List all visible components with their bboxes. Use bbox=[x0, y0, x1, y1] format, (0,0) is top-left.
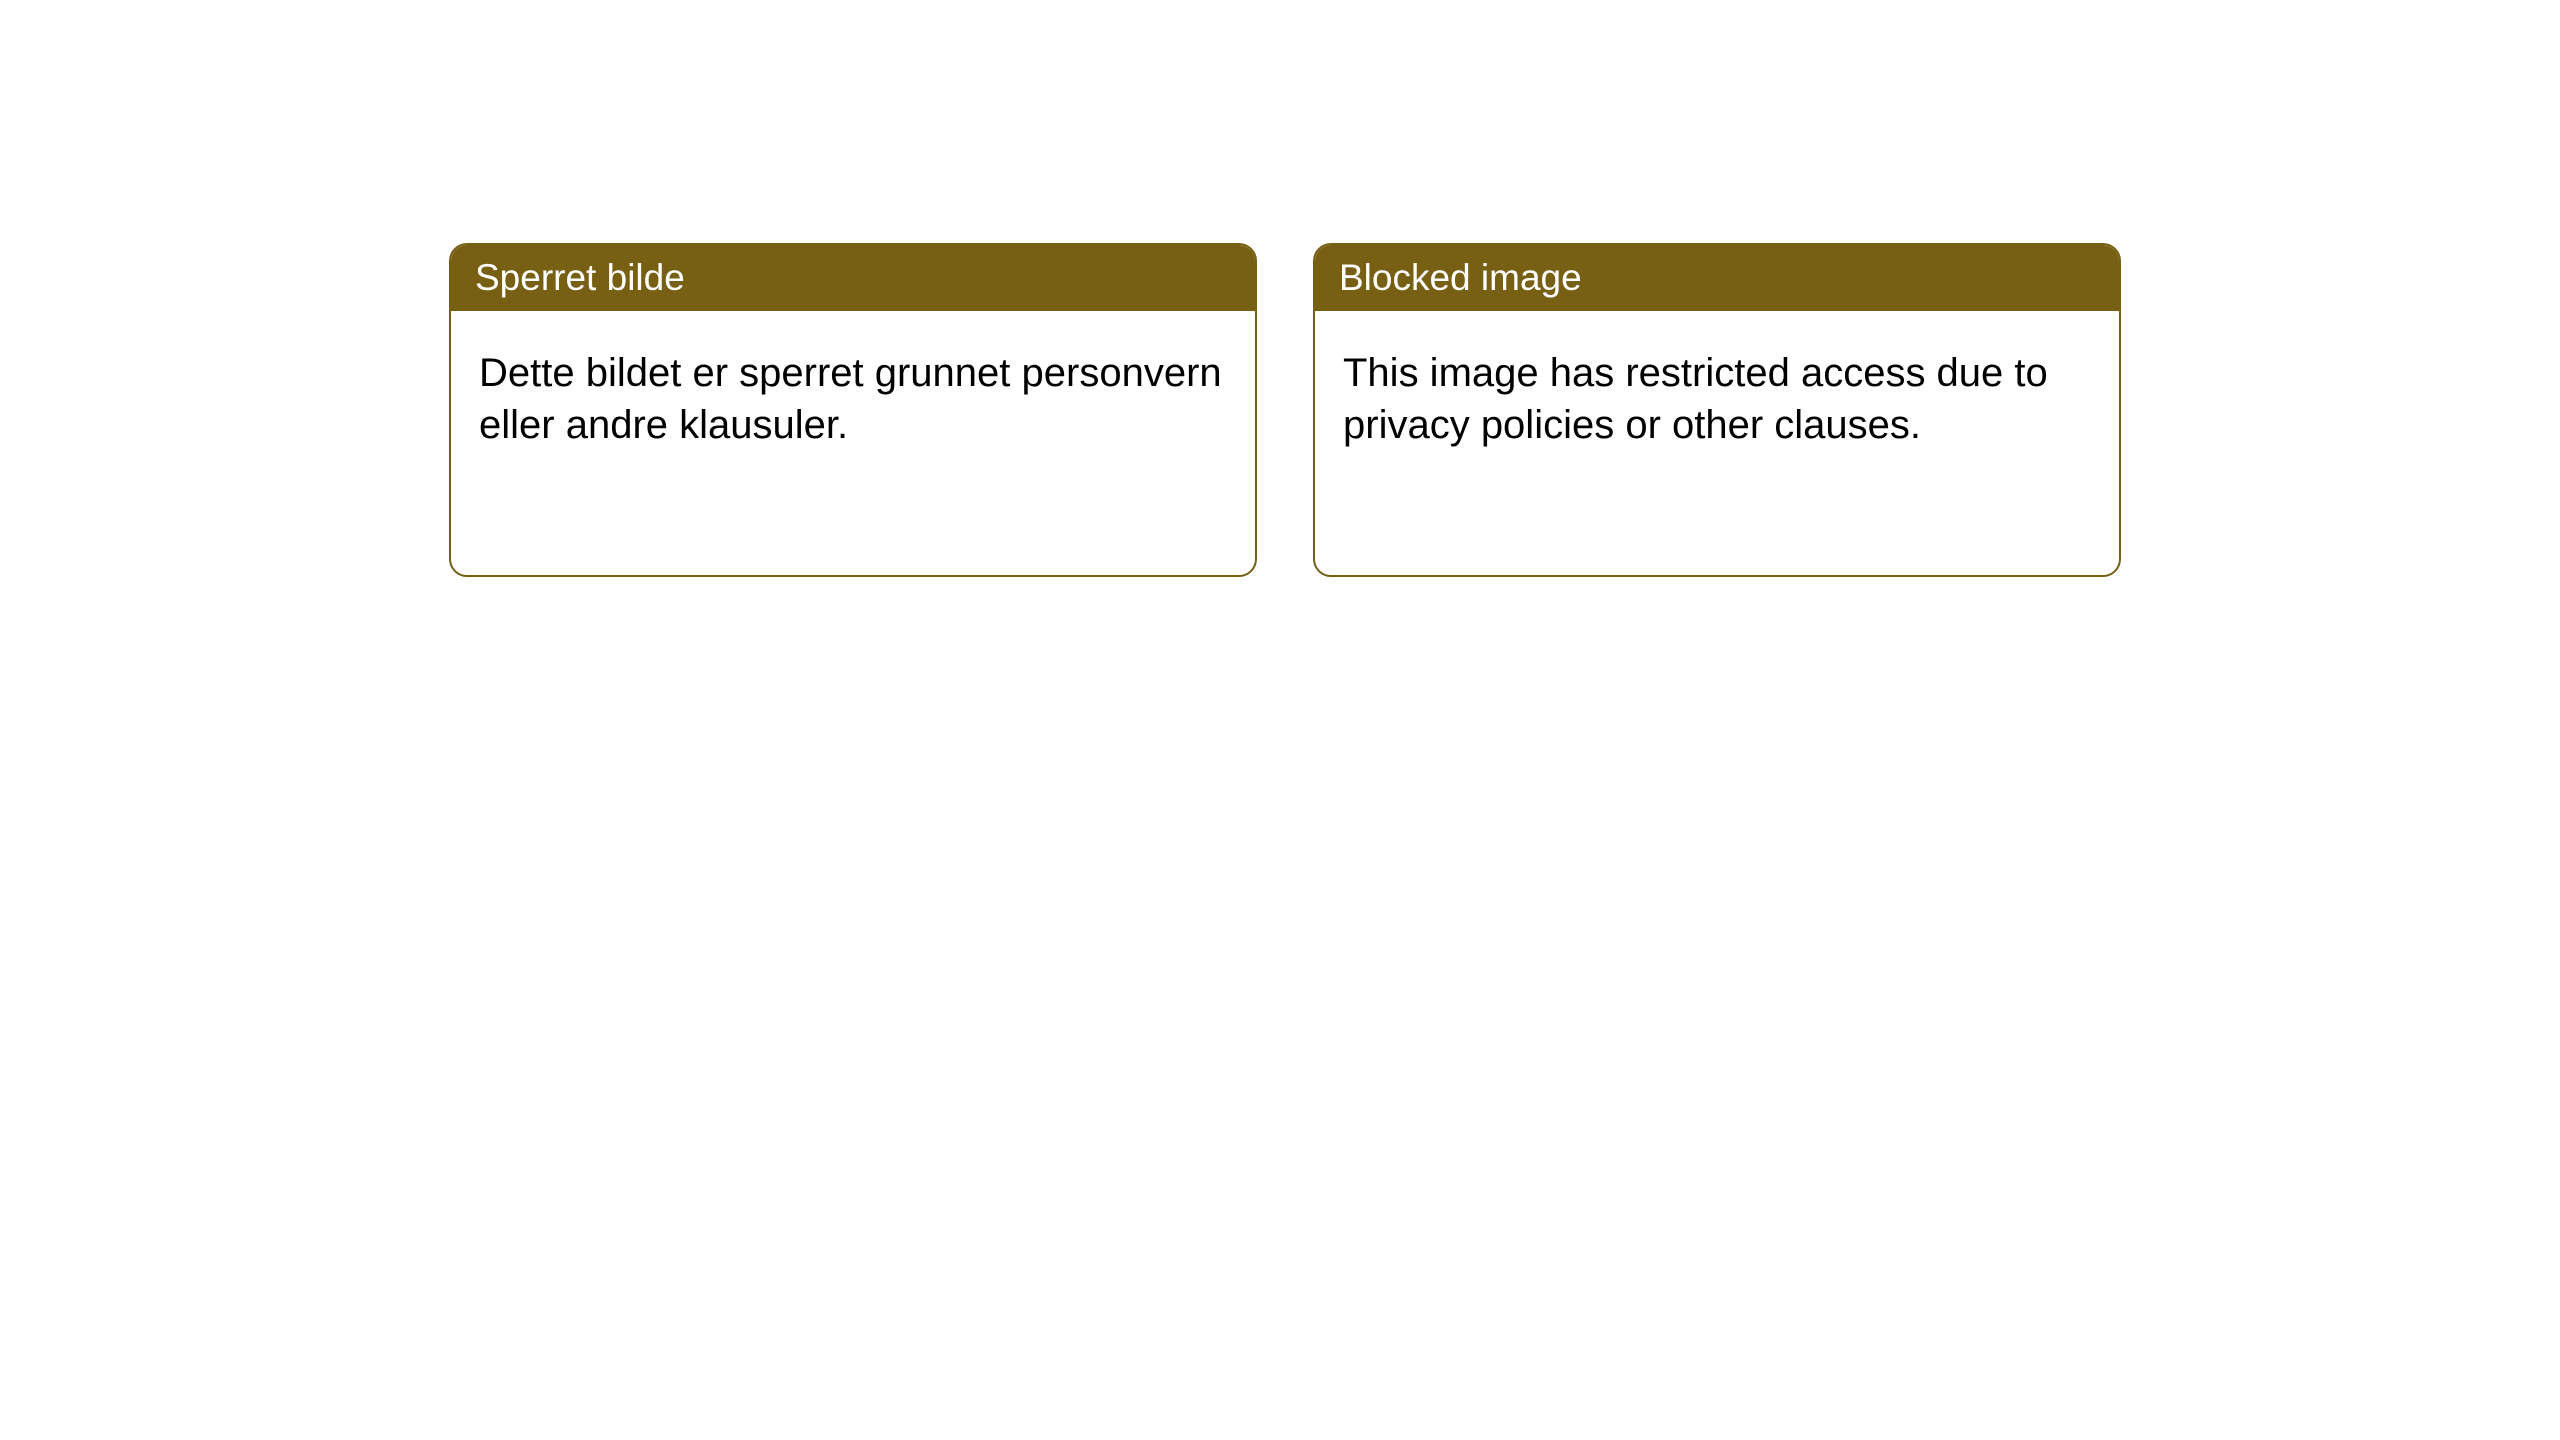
blocked-image-card-en: Blocked image This image has restricted … bbox=[1313, 243, 2121, 577]
cards-container: Sperret bilde Dette bildet er sperret gr… bbox=[0, 0, 2560, 577]
card-body-no: Dette bildet er sperret grunnet personve… bbox=[451, 311, 1255, 487]
card-header-en: Blocked image bbox=[1315, 245, 2119, 311]
card-body-en: This image has restricted access due to … bbox=[1315, 311, 2119, 487]
blocked-image-card-no: Sperret bilde Dette bildet er sperret gr… bbox=[449, 243, 1257, 577]
card-header-no: Sperret bilde bbox=[451, 245, 1255, 311]
